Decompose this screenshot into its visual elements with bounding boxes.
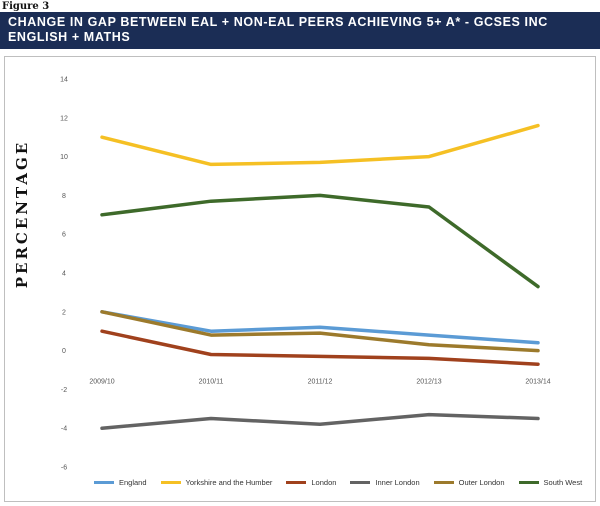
legend-item: Inner London bbox=[350, 478, 420, 487]
series-lines bbox=[100, 123, 540, 430]
legend-label: Yorkshire and the Humber bbox=[185, 478, 273, 487]
y-tick-label: 10 bbox=[60, 154, 68, 161]
legend-label: Outer London bbox=[458, 478, 505, 487]
x-tick-label: 2013/14 bbox=[525, 379, 550, 386]
legend-label: South West bbox=[543, 478, 583, 487]
y-tick-label: 8 bbox=[62, 193, 66, 200]
series-line-1 bbox=[100, 123, 540, 167]
y-tick-label: -2 bbox=[61, 387, 67, 394]
y-tick-label: 0 bbox=[62, 348, 66, 355]
y-tick-label: -6 bbox=[61, 465, 67, 472]
legend-swatch bbox=[518, 481, 539, 484]
series-line-5 bbox=[100, 193, 540, 289]
legend-item: South West bbox=[518, 478, 583, 487]
x-tick-label: 2012/13 bbox=[416, 379, 441, 386]
chart-title: CHANGE IN GAP BETWEEN EAL + NON-EAL PEER… bbox=[0, 12, 600, 49]
legend-swatch bbox=[94, 481, 114, 484]
y-tick-label: 14 bbox=[60, 77, 68, 84]
legend-swatch bbox=[350, 481, 371, 484]
y-tick-label: -4 bbox=[61, 426, 67, 433]
y-tick-label: 12 bbox=[60, 115, 68, 122]
legend-item: Yorkshire and the Humber bbox=[160, 478, 273, 487]
x-tick-labels: 2009/10 2010/11 2011/12 2012/13 2013/14 bbox=[89, 379, 550, 386]
legend-item: England bbox=[94, 478, 147, 487]
legend-swatch bbox=[433, 481, 454, 484]
y-tick-labels: 14 12 10 8 6 4 2 0 -2 -4 -6 bbox=[60, 77, 68, 472]
legend-label: London bbox=[311, 478, 337, 487]
y-tick-label: 4 bbox=[62, 271, 66, 278]
x-tick-label: 2011/12 bbox=[308, 379, 333, 386]
series-line-4 bbox=[100, 310, 540, 353]
figure-label: Figure 3 bbox=[2, 1, 50, 12]
y-tick-label: 6 bbox=[62, 232, 66, 239]
series-line-2 bbox=[100, 329, 540, 366]
legend-item: Outer London bbox=[433, 478, 505, 487]
legend-label: Inner London bbox=[375, 478, 420, 487]
x-tick-label: 2009/10 bbox=[89, 379, 114, 386]
legend-label: England bbox=[119, 478, 147, 487]
y-tick-label: 2 bbox=[62, 309, 66, 316]
series-line-0 bbox=[100, 310, 540, 345]
series-line-3 bbox=[100, 412, 540, 430]
legend-swatch bbox=[160, 481, 181, 484]
legend: England Yorkshire and the Humber London Inn… bbox=[94, 478, 582, 487]
x-tick-label: 2010/11 bbox=[199, 379, 224, 386]
chart-frame bbox=[4, 56, 596, 502]
legend-swatch bbox=[286, 481, 307, 484]
legend-item: London bbox=[286, 478, 336, 487]
